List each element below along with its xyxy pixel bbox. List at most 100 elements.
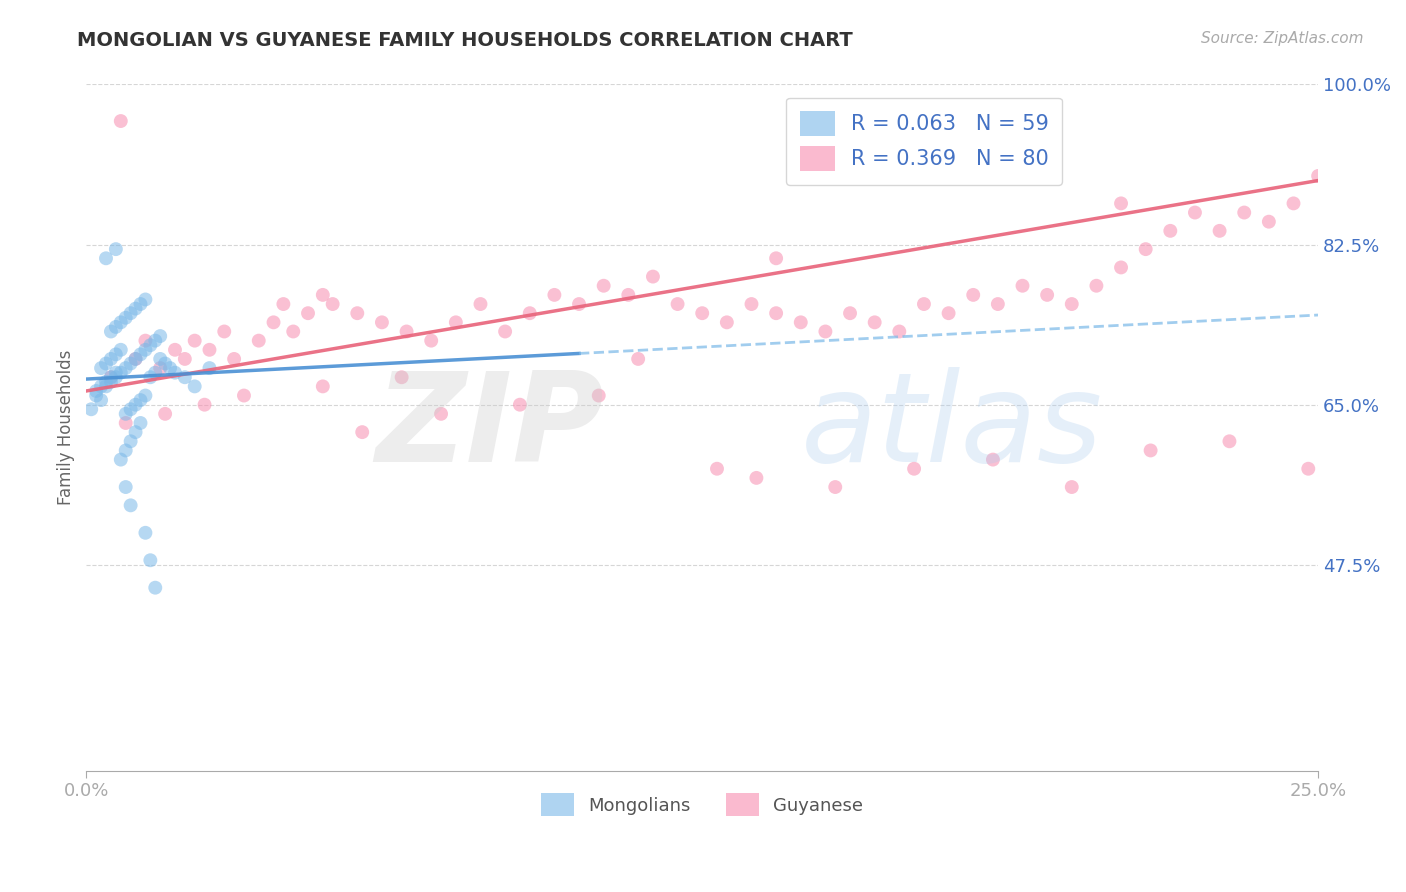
Point <box>129 416 152 430</box>
Point <box>183 379 205 393</box>
Point <box>120 306 142 320</box>
Point <box>100 351 122 366</box>
Point <box>104 347 127 361</box>
Point <box>114 443 136 458</box>
Point <box>134 334 156 348</box>
Point <box>120 402 142 417</box>
Point <box>938 306 960 320</box>
Point <box>814 325 837 339</box>
Point <box>143 334 166 348</box>
Point <box>94 252 117 266</box>
Point <box>283 325 305 339</box>
Point <box>114 310 136 325</box>
Point <box>592 278 614 293</box>
Y-axis label: Family Households: Family Households <box>58 350 75 505</box>
Point <box>173 351 195 366</box>
Point <box>1159 224 1181 238</box>
Point <box>1060 297 1083 311</box>
Point <box>903 461 925 475</box>
Point <box>420 334 443 348</box>
Point <box>1298 461 1320 475</box>
Point <box>120 357 142 371</box>
Point <box>129 297 152 311</box>
Point <box>568 297 591 311</box>
Text: MONGOLIAN VS GUYANESE FAMILY HOUSEHOLDS CORRELATION CHART: MONGOLIAN VS GUYANESE FAMILY HOUSEHOLDS … <box>77 31 853 50</box>
Point <box>104 370 127 384</box>
Point <box>627 351 650 366</box>
Point <box>124 301 146 316</box>
Point <box>129 393 152 408</box>
Point <box>263 315 285 329</box>
Point <box>1139 443 1161 458</box>
Point <box>110 315 132 329</box>
Point <box>765 252 787 266</box>
Point <box>790 315 813 329</box>
Point <box>110 366 132 380</box>
Point <box>94 379 117 393</box>
Point <box>839 306 862 320</box>
Point <box>124 351 146 366</box>
Point <box>273 297 295 311</box>
Point <box>1257 215 1279 229</box>
Point <box>120 499 142 513</box>
Legend: Mongolians, Guyanese: Mongolians, Guyanese <box>534 786 870 823</box>
Point <box>1036 288 1059 302</box>
Point <box>129 347 152 361</box>
Point <box>114 407 136 421</box>
Point <box>395 325 418 339</box>
Point <box>193 398 215 412</box>
Point <box>100 325 122 339</box>
Point <box>149 351 172 366</box>
Point <box>617 288 640 302</box>
Point <box>124 398 146 412</box>
Point <box>224 351 246 366</box>
Point <box>134 388 156 402</box>
Point <box>124 425 146 439</box>
Point <box>90 361 112 376</box>
Point <box>163 366 186 380</box>
Point <box>100 370 122 384</box>
Point <box>100 370 122 384</box>
Point <box>139 370 162 384</box>
Point <box>134 525 156 540</box>
Point <box>110 114 132 128</box>
Point <box>163 343 186 357</box>
Point <box>100 375 122 389</box>
Point <box>981 452 1004 467</box>
Point <box>962 288 984 302</box>
Point <box>987 297 1010 311</box>
Point <box>139 553 162 567</box>
Point <box>173 370 195 384</box>
Point <box>863 315 886 329</box>
Point <box>134 343 156 357</box>
Point <box>371 315 394 329</box>
Point <box>104 366 127 380</box>
Point <box>149 361 172 376</box>
Point <box>1060 480 1083 494</box>
Point <box>391 370 413 384</box>
Point <box>104 242 127 256</box>
Point <box>143 581 166 595</box>
Point <box>470 297 492 311</box>
Point <box>104 319 127 334</box>
Point <box>509 398 531 412</box>
Point <box>1233 205 1256 219</box>
Point <box>543 288 565 302</box>
Point <box>588 388 610 402</box>
Point <box>740 297 762 311</box>
Text: atlas: atlas <box>801 368 1102 488</box>
Point <box>80 402 103 417</box>
Point <box>297 306 319 320</box>
Point <box>824 480 846 494</box>
Point <box>233 388 256 402</box>
Point <box>1218 434 1240 449</box>
Point <box>641 269 664 284</box>
Point <box>706 461 728 475</box>
Point <box>1109 196 1132 211</box>
Point <box>90 393 112 408</box>
Point <box>1135 242 1157 256</box>
Point <box>114 480 136 494</box>
Point <box>430 407 453 421</box>
Point <box>1282 196 1305 211</box>
Point <box>1085 278 1108 293</box>
